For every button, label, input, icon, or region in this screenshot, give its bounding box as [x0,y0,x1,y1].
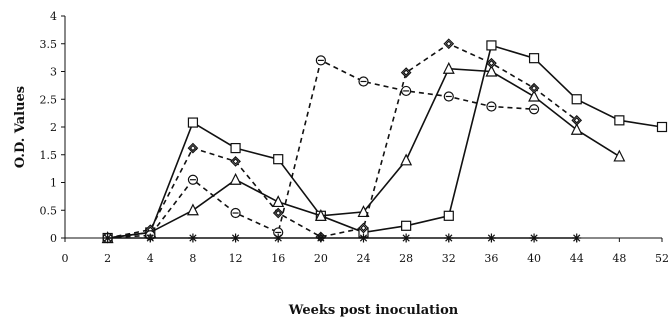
series-diamond [102,38,583,244]
data-point-star [529,233,539,243]
diamond-inner-mark [488,59,495,67]
data-point-triangle [314,208,327,221]
y-tick-label: 0.5 [40,204,58,217]
x-tick-label: 12 [229,252,243,265]
data-point-triangle [400,153,413,166]
data-point-square [187,117,199,128]
series-layer [101,38,668,244]
data-point-triangle [357,205,370,218]
data-point-square [486,40,497,51]
data-point-star [316,233,326,243]
y-tick-label: 1 [50,177,57,190]
x-tick-label: 36 [484,252,498,265]
data-point-star [273,233,283,243]
x-tick-label: 2 [104,252,111,265]
diamond-inner-mark [232,158,239,165]
y-tick-label: 3.5 [40,38,58,51]
diamond-inner-mark [189,144,197,152]
x-tick-label: 0 [62,252,69,265]
diamond-inner-mark [530,84,538,92]
data-point-star [444,233,454,243]
data-point-square [571,94,582,105]
data-point-star [103,233,113,243]
diamond-inner-mark [360,224,367,232]
diamond-inner-mark [274,209,282,217]
y-tick-label: 2.5 [40,93,58,106]
x-tick-label: 16 [271,252,285,265]
data-point-square [230,142,241,154]
x-tick-label: 40 [527,252,541,265]
data-point-square [273,154,284,165]
data-point-star [145,233,155,243]
x-tick-label: 48 [612,252,626,265]
x-tick-label: 52 [655,252,669,265]
data-point-star [486,233,496,243]
diamond-inner-mark [573,116,581,124]
data-point-square [401,220,412,231]
series-line-diamond [107,42,578,239]
data-point-star [359,233,368,243]
data-point-square [528,53,540,64]
data-point-triangle [442,61,455,74]
diamond-inner-mark [402,69,410,76]
x-tick-label: 4 [147,252,154,265]
data-point-triangle [272,195,285,208]
data-point-star [231,233,241,243]
y-tick-label: 1.5 [40,149,58,162]
y-axis-title: O.D. Values [13,86,28,168]
data-point-triangle [528,89,541,102]
data-point-square [443,210,454,221]
x-tick-label: 32 [442,252,456,265]
x-tick-label: 28 [399,252,413,265]
data-point-triangle [485,64,498,77]
series-star [103,233,582,243]
x-tick-label: 20 [314,252,328,265]
x-tick-label: 44 [570,252,584,265]
data-point-square [656,121,668,133]
data-point-triangle [613,149,626,162]
data-point-triangle [229,172,242,185]
x-tick-label: 8 [189,252,196,265]
data-point-star [572,233,582,243]
x-axis-title: Weeks post inoculation [288,303,459,318]
data-point-star [188,233,198,243]
diamond-inner-mark [445,40,453,48]
x-tick-label: 24 [357,252,371,265]
data-point-triangle [186,203,199,216]
y-tick-label: 2 [50,121,57,134]
series-line-square [107,44,663,239]
y-tick-label: 0 [50,232,57,245]
x-ticks: 0 2 4 8 12 16 20 24 28 32 36 40 44 48 52 [62,238,669,265]
data-point-star [401,233,411,243]
series-triangle [101,61,626,244]
y-tick-label: 4 [50,10,57,23]
y-ticks: 0 0.5 1 1.5 2 2.5 3 3.5 4 [40,10,65,245]
y-tick-label: 3 [50,66,57,79]
data-point-triangle [570,122,583,135]
data-point-square [614,115,625,126]
